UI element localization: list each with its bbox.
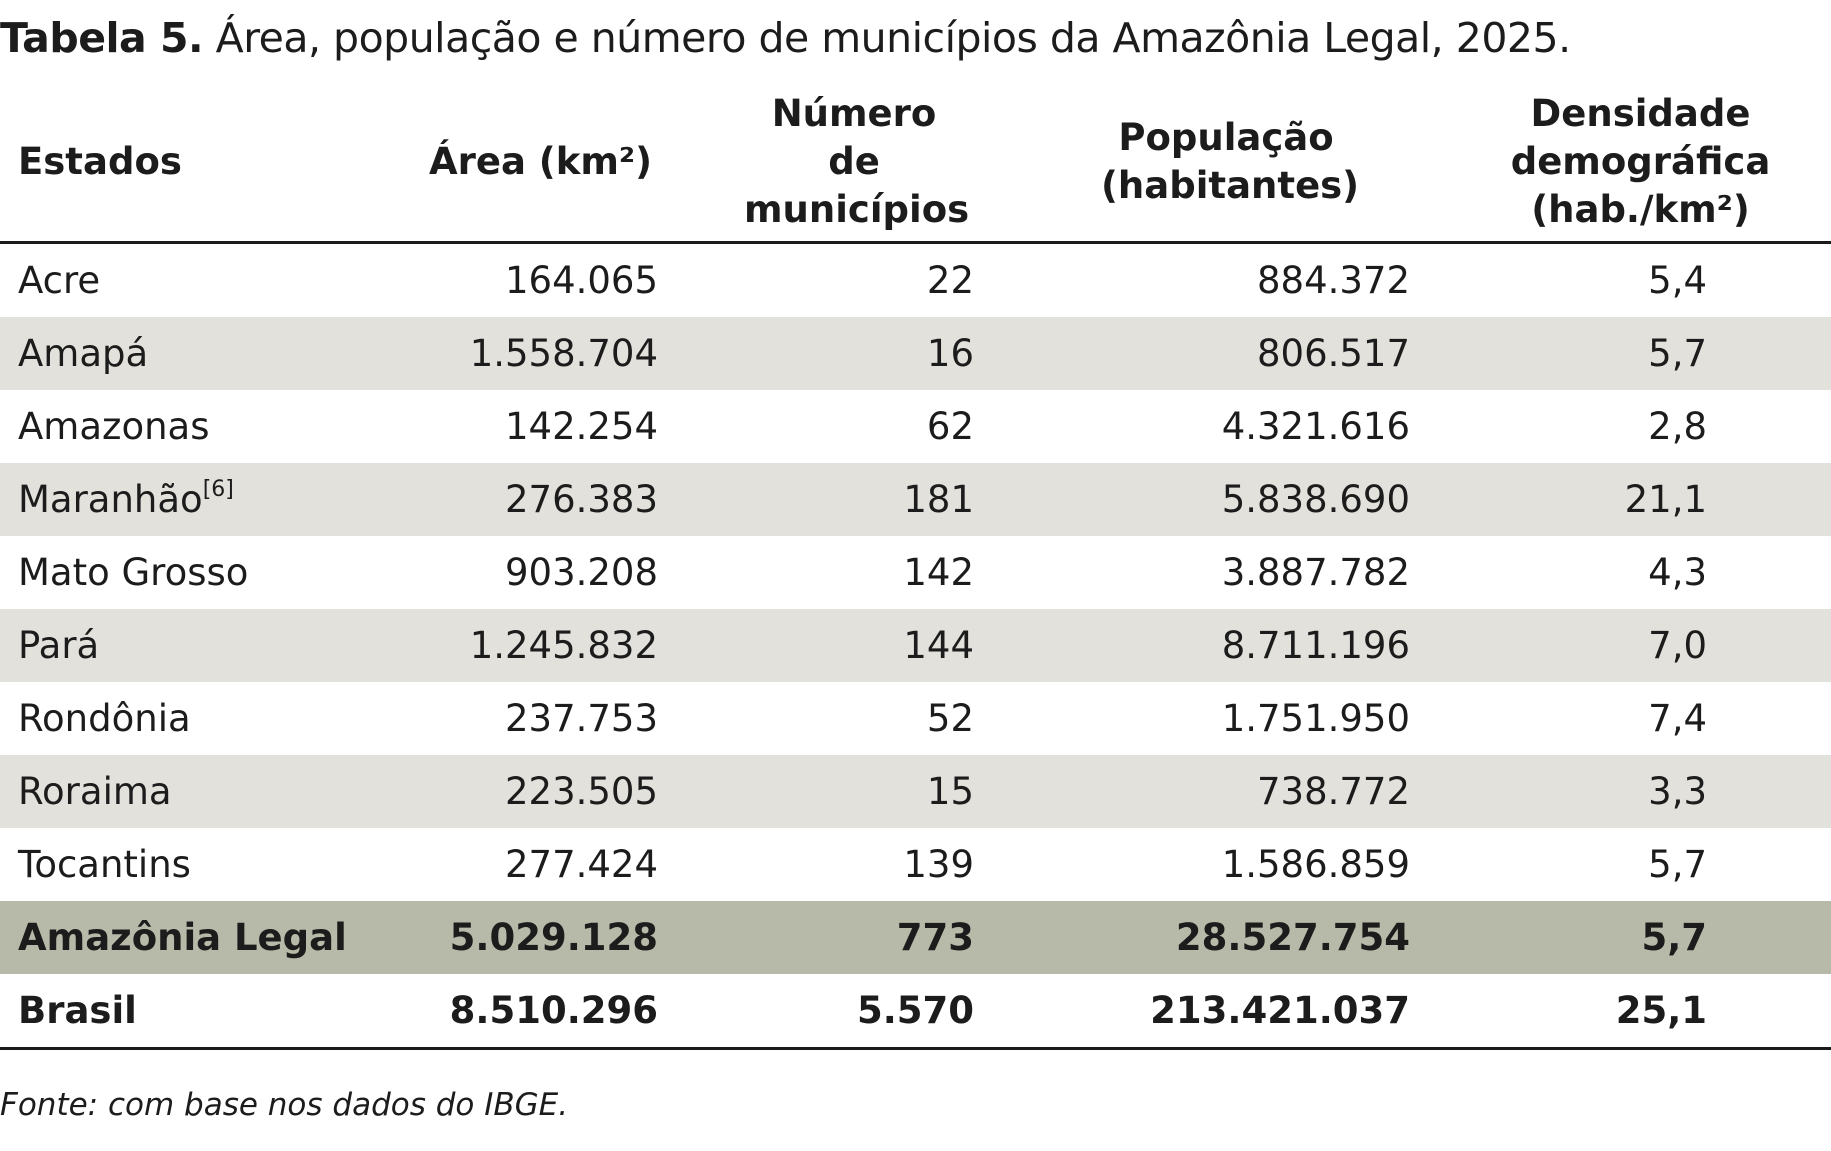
cell-area: 223.505 [400,755,662,828]
cell-estado: Mato Grosso [0,536,400,609]
cell-densidade: 5,4 [1648,259,1707,302]
cell-estado: Amapá [0,317,400,390]
cell-densidade: 3,3 [1424,755,1831,828]
header-row: Estados Área (km²) Número de municípios … [0,83,1831,244]
table-row: Rondônia 237.753 52 1.751.950 7,4 [0,682,1831,755]
data-table: Estados Área (km²) Número de municípios … [0,83,1831,1050]
cell-area: 903.208 [504,551,658,594]
caption-label: Tabela 5. [0,14,204,62]
cell-area: 164.065 [504,259,658,302]
estado-name: Tocantins [18,843,191,886]
cell-municipios: 5.570 [662,974,986,1050]
cell-densidade: 2,8 [1648,405,1707,448]
total-row-brasil: Brasil 8.510.296 5.570 213.421.037 25,1 [0,974,1831,1050]
cell-populacao: 738.772 [986,755,1424,828]
cell-municipios: 15 [662,755,986,828]
header-area: Área (km²) [400,83,662,244]
estado-name: Amazonas [18,405,210,448]
cell-municipios: 22 [926,259,974,302]
cell-area: 8.510.296 [400,974,662,1050]
cell-populacao: 5.838.690 [986,463,1424,536]
header-densidade-text: Densidade demográfica (hab./km²) [1510,92,1771,231]
cell-densidade: 21,1 [1424,463,1831,536]
header-densidade: Densidade demográfica (hab./km²) [1424,83,1831,244]
estado-name: Rondônia [18,697,191,740]
header-populacao: População (habitantes) [986,83,1424,244]
cell-estado: Brasil [0,974,400,1050]
cell-municipios: 62 [926,405,974,448]
cell-populacao: 213.421.037 [986,974,1424,1050]
estado-name: Mato Grosso [18,551,249,594]
table-row: Roraima 223.505 15 738.772 3,3 [0,755,1831,828]
cell-estado: Maranhão[6] [0,463,400,536]
table-row: Pará 1.245.832 144 8.711.196 7,0 [0,609,1831,682]
cell-municipios: 142 [903,551,974,594]
cell-municipios: 773 [662,901,986,974]
cell-populacao: 4.321.616 [1221,405,1410,448]
cell-estado: Roraima [0,755,400,828]
cell-municipios: 16 [662,317,986,390]
caption-text: Área, população e número de municípios d… [203,14,1571,62]
cell-estado: Pará [0,609,400,682]
cell-estado: Rondônia [0,682,400,755]
footnote-ref[interactable]: [6] [202,477,234,502]
cell-area: 5.029.128 [400,901,662,974]
cell-densidade: 25,1 [1424,974,1831,1050]
table-row: Mato Grosso 903.208 142 3.887.782 4,3 [0,536,1831,609]
cell-area: 142.254 [504,405,658,448]
cell-area: 1.245.832 [400,609,662,682]
table-row: Tocantins 277.424 139 1.586.859 5,7 [0,828,1831,901]
source-note: Fonte: com base nos dados do IBGE. [0,1087,569,1123]
table-row: Amapá 1.558.704 16 806.517 5,7 [0,317,1831,390]
cell-populacao: 28.527.754 [986,901,1424,974]
cell-populacao: 1.586.859 [1221,843,1410,886]
cell-area: 1.558.704 [400,317,662,390]
estado-name: Acre [18,259,101,302]
table-row: Maranhão[6] 276.383 181 5.838.690 21,1 [0,463,1831,536]
cell-area: 276.383 [400,463,662,536]
cell-municipios: 144 [662,609,986,682]
cell-densidade: 7,0 [1424,609,1831,682]
header-populacao-text: População (habitantes) [1101,116,1360,207]
header-estados: Estados [0,83,400,244]
total-row-amazonia-legal: Amazônia Legal 5.029.128 773 28.527.754 … [0,901,1831,974]
cell-estado: Amazonas [0,390,400,463]
estado-name: Maranhão [18,478,203,521]
cell-municipios: 52 [926,697,974,740]
cell-area: 277.424 [504,843,658,886]
estado-name: Amapá [18,332,149,375]
cell-densidade: 5,7 [1424,317,1831,390]
table-caption: Tabela 5. Área, população e número de mu… [0,12,1571,64]
table-row: Amazonas 142.254 62 4.321.616 2,8 [0,390,1831,463]
cell-estado: Amazônia Legal [0,901,400,974]
cell-municipios: 139 [903,843,974,886]
cell-populacao: 1.751.950 [1221,697,1410,740]
cell-area: 237.753 [504,697,658,740]
cell-populacao: 806.517 [986,317,1424,390]
table-row: Acre 164.065 22 884.372 5,4 [0,243,1831,318]
estado-name: Pará [18,624,100,667]
cell-densidade: 5,7 [1648,843,1707,886]
cell-populacao: 3.887.782 [1221,551,1410,594]
cell-densidade: 7,4 [1648,697,1707,740]
header-municipios-text: Número de municípios [744,92,970,231]
header-municipios: Número de municípios [662,83,986,244]
cell-estado: Acre [0,243,400,318]
cell-populacao: 8.711.196 [986,609,1424,682]
cell-municipios: 181 [662,463,986,536]
cell-densidade: 5,7 [1424,901,1831,974]
cell-estado: Tocantins [0,828,400,901]
cell-populacao: 884.372 [1256,259,1410,302]
cell-densidade: 4,3 [1648,551,1707,594]
estado-name: Roraima [18,770,172,813]
